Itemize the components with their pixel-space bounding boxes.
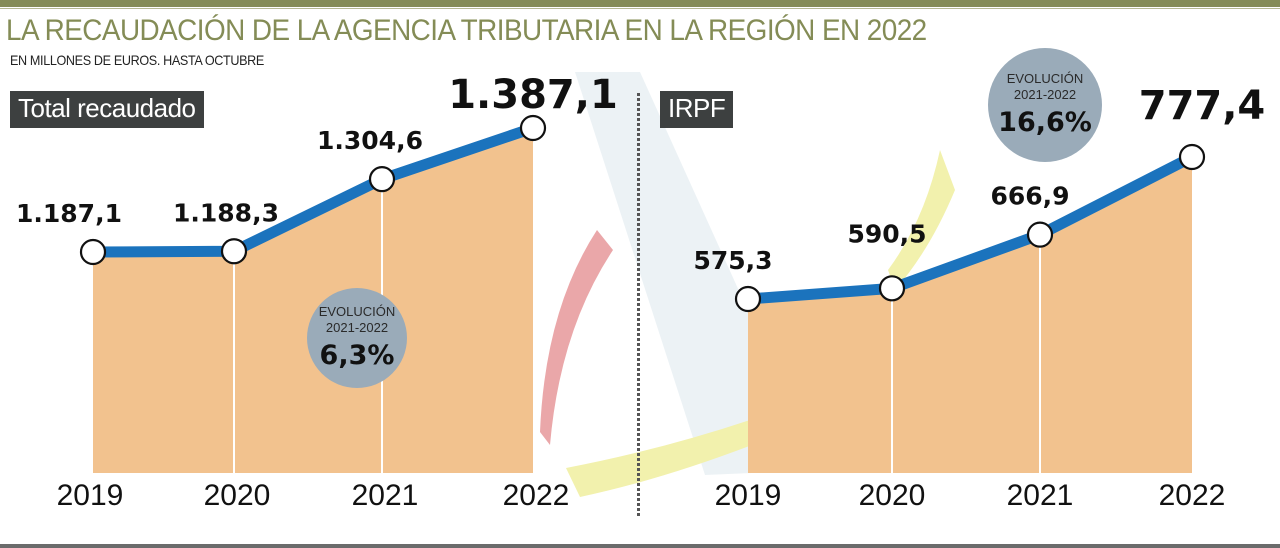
badge-value: 16,6% bbox=[998, 107, 1092, 138]
logo-yellow-arc-top bbox=[888, 150, 955, 290]
top-rule bbox=[0, 0, 1280, 7]
x-tick-label: 2020 bbox=[204, 479, 271, 512]
data-point bbox=[368, 166, 396, 193]
series-line bbox=[92, 122, 535, 258]
data-point bbox=[1026, 221, 1054, 248]
x-tick-label: 2021 bbox=[352, 479, 419, 512]
panel-title-irpf: IRPF bbox=[660, 91, 734, 128]
x-tick-label: 2020 bbox=[859, 479, 926, 512]
x-tick-label: 2019 bbox=[57, 479, 124, 512]
data-label: 666,9 bbox=[990, 182, 1069, 211]
data-label: 1.304,6 bbox=[317, 126, 423, 155]
x-tick-label: 2019 bbox=[715, 479, 782, 512]
data-point bbox=[1178, 143, 1206, 171]
logo-yellow-arc-bottom bbox=[566, 420, 752, 497]
data-label: 777,4 bbox=[1139, 83, 1266, 129]
badge-value: 6,3% bbox=[320, 340, 395, 371]
panel-divider bbox=[637, 93, 640, 518]
data-point bbox=[878, 275, 906, 302]
area-fill bbox=[93, 128, 533, 473]
x-tick-label: 2021 bbox=[1007, 479, 1074, 512]
area-fill bbox=[748, 157, 1192, 473]
bottom-rule bbox=[0, 544, 1280, 548]
data-label: 1.188,3 bbox=[173, 198, 279, 227]
series-line bbox=[747, 152, 1195, 305]
data-label: 1.387,1 bbox=[448, 72, 618, 118]
chart-title: LA RECAUDACIÓN DE LA AGENCIA TRIBUTARIA … bbox=[6, 14, 927, 47]
data-point bbox=[734, 285, 762, 313]
x-tick-label: 2022 bbox=[1159, 479, 1226, 512]
data-point bbox=[220, 238, 248, 265]
badge-label: EVOLUCIÓN bbox=[1007, 71, 1084, 86]
panel-title-total: Total recaudado bbox=[10, 91, 204, 128]
data-point bbox=[79, 238, 107, 266]
data-point bbox=[519, 114, 547, 142]
badge-circle bbox=[307, 288, 407, 388]
badge-period: 2021-2022 bbox=[1014, 87, 1076, 102]
badge-circle bbox=[988, 48, 1102, 162]
chart-subtitle: EN MILLONES DE EUROS. HASTA OCTUBRE bbox=[10, 52, 264, 68]
badge-label: EVOLUCIÓN bbox=[319, 304, 396, 319]
data-label: 1.187,1 bbox=[16, 199, 122, 228]
data-label: 590,5 bbox=[847, 219, 926, 248]
badge-period: 2021-2022 bbox=[326, 320, 388, 335]
x-tick-label: 2022 bbox=[503, 479, 570, 512]
top-rule-thin bbox=[0, 8, 1280, 9]
logo-red-arc bbox=[540, 230, 613, 445]
data-label: 575,3 bbox=[693, 246, 772, 275]
